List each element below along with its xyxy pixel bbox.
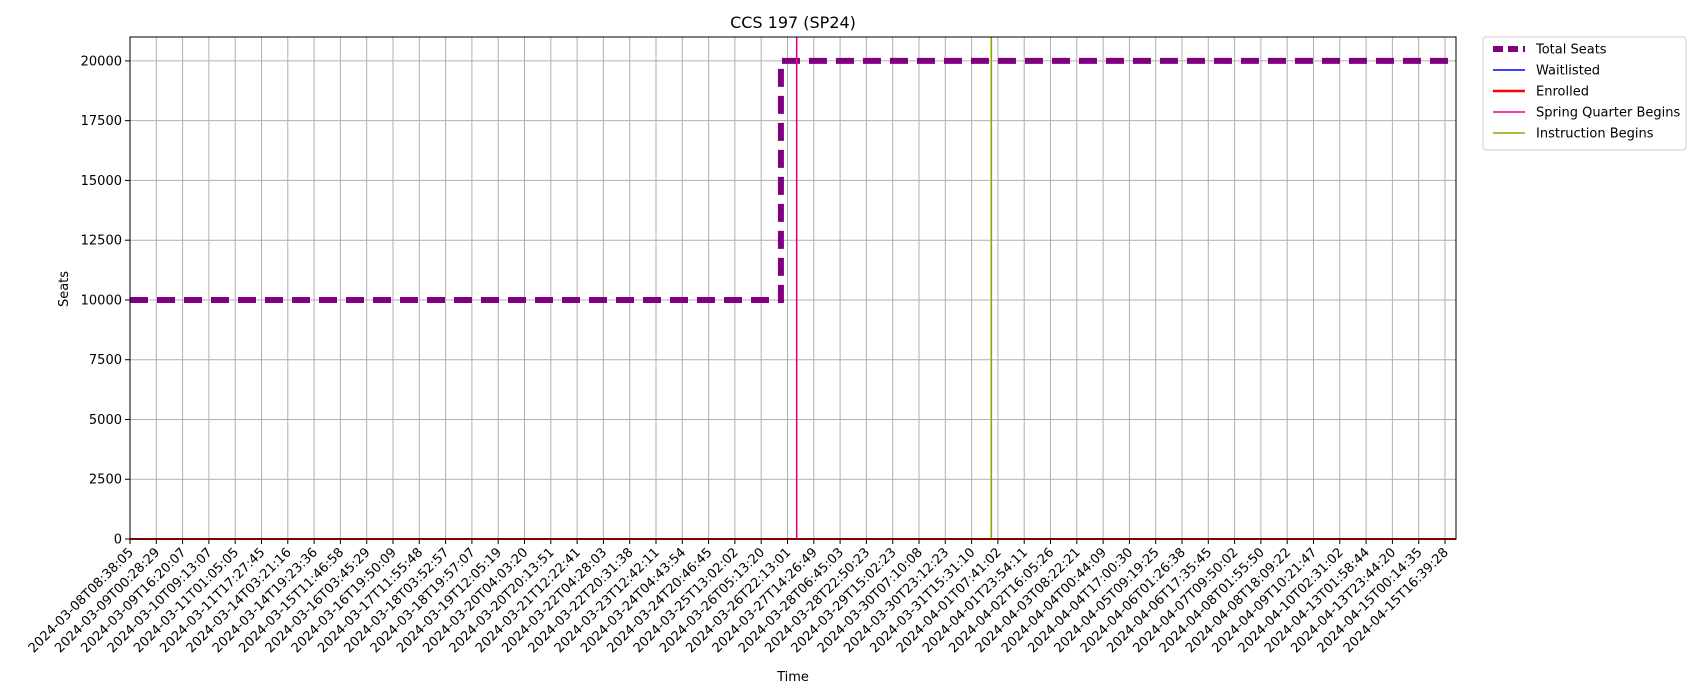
y-tick-label: 0 <box>114 533 122 548</box>
y-axis-label: Seats <box>57 271 72 307</box>
legend-label: Waitlisted <box>1536 64 1600 79</box>
y-tick-label: 2500 <box>89 473 122 488</box>
grid <box>129 37 1456 540</box>
legend: Total Seats Waitlisted Enrolled Spring Quar… <box>1482 36 1687 151</box>
plot-frame <box>129 36 1457 540</box>
chart-title: CCS 197 (SP24) <box>730 13 856 32</box>
series-total-seats-line <box>130 57 1456 303</box>
y-tick-label: 15000 <box>81 174 122 189</box>
x-axis: 2024-03-08T08:38:052024-03-09T00:28:2920… <box>26 539 1452 656</box>
legend-label: Instruction Begins <box>1536 127 1654 142</box>
legend-box <box>1482 36 1687 151</box>
y-tick-label: 12500 <box>81 234 122 249</box>
legend-label: Spring Quarter Begins <box>1536 106 1680 121</box>
x-axis-label: Time <box>776 670 809 685</box>
y-tick-label: 7500 <box>89 353 122 368</box>
y-axis: 0 2500 5000 7500 10000 12500 15000 17500 20000 <box>81 54 130 548</box>
y-tick-label: 20000 <box>81 54 122 69</box>
y-tick-label: 5000 <box>89 413 122 428</box>
legend-label: Total Seats <box>1535 43 1607 58</box>
y-tick-label: 17500 <box>81 114 122 129</box>
series-layer <box>130 37 1456 540</box>
y-tick-label: 10000 <box>81 293 122 308</box>
legend-label: Enrolled <box>1536 85 1589 100</box>
